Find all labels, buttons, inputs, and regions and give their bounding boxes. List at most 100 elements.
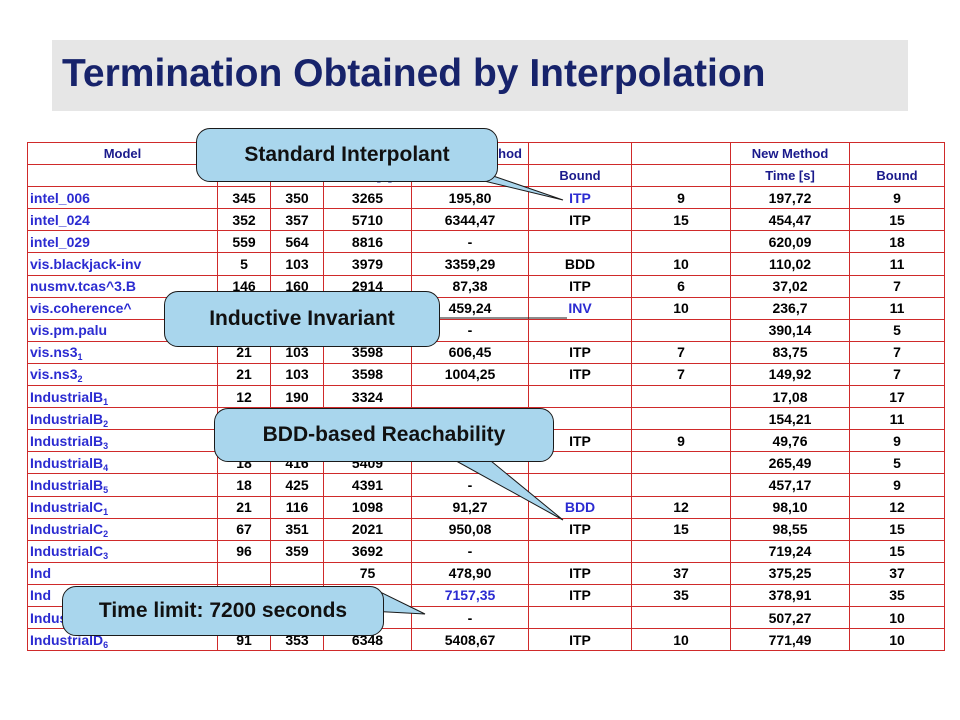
model-subscript: 2 [103,529,109,540]
model-cell: IndustrialB2 [27,407,218,431]
cell-orig-time: 91,27 [411,495,529,519]
cell-c: 3692 [323,539,412,563]
cell-orig-method: ITP [528,340,632,364]
model-cell: IndustrialC2 [27,517,218,541]
callout-inductive-invariant: Inductive Invariant [164,291,440,347]
cell-new-time: 236,7 [730,296,850,320]
cell-a: 67 [217,517,271,541]
model-name: vis.blackjack-inv [30,256,142,273]
cell-orig-time: 950,08 [411,517,529,541]
model-cell: intel_006 [27,186,218,210]
cell-orig-time: 5408,67 [411,628,529,652]
cell-new-time: 98,10 [730,495,850,519]
model-name: Ind [30,587,51,604]
pointer-bdd-reachability [439,451,564,521]
cell-orig-time: 478,90 [411,561,529,585]
cell-orig-method: ITP [528,517,632,541]
cell-orig-method: ITP [528,628,632,652]
header-cell: New Method [730,141,850,166]
cell-orig-time: 7157,35 [411,583,529,607]
page-title: Termination Obtained by Interpolation [62,52,766,95]
model-name: IndustrialC [30,543,104,560]
cell-new-time: 197,72 [730,186,850,210]
cell-new-time: 378,91 [730,583,850,607]
table-row: Ind 75 478,90 ITP 37 375,25 37 [27,561,945,585]
model-cell: IndustrialB1 [27,385,218,409]
model-name: vis.pm.palu [30,322,108,339]
model-name: IndustrialC [30,521,104,538]
cell-b: 359 [270,539,324,563]
model-cell: vis.blackjack-inv [27,252,218,276]
model-name: vis.ns3 [30,366,78,383]
header-cell: Bound [528,164,632,188]
cell-a: 559 [217,230,271,254]
cell-orig-bound: 10 [631,252,731,276]
model-cell: IndustrialC3 [27,539,218,563]
cell-new-bound: 15 [849,517,945,541]
model-subscript: 5 [103,484,109,495]
cell-c: 5710 [323,208,412,232]
title-banner [52,40,908,111]
cell-new-bound: 15 [849,539,945,563]
model-name: IndustrialB [30,410,104,427]
cell-new-bound: 11 [849,296,945,320]
model-name: intel_024 [30,211,90,228]
model-name: IndustrialC [30,499,104,516]
table-row: IndustrialC2 67 351 2021 950,08 ITP 15 98,55 15 [27,517,945,541]
model-cell: intel_029 [27,230,218,254]
cell-orig-time: 3359,29 [411,252,529,276]
cell-b: 103 [270,252,324,276]
cell-orig-time: 6344,47 [411,208,529,232]
header-cell: Bound [849,164,945,188]
cell-c: 1098 [323,495,412,519]
model-subscript: 2 [77,374,83,385]
cell-a: 352 [217,208,271,232]
table-row: IndustrialC3 96 359 3692-719,24 15 [27,539,945,563]
cell-new-time: 98,55 [730,517,850,541]
model-name: intel_006 [30,189,90,206]
table-row: IndustrialC1 21 116 1098 91,27 BDD 12 98,10 12 [27,495,945,519]
cell-orig-bound: 10 [631,628,731,652]
model-name: IndustrialB [30,476,104,493]
cell-b: 190 [270,385,324,409]
model-subscript: 3 [103,440,109,451]
cell-new-time: 771,49 [730,628,850,652]
table-row: IndustrialB5 18 425 4391-457,17 9 [27,473,945,497]
cell-new-bound: 35 [849,583,945,607]
cell-new-time: 265,49 [730,451,850,475]
cell-orig-bound: 35 [631,583,731,607]
model-subscript: 1 [77,352,83,363]
cell-new-time: 110,02 [730,252,850,276]
cell-b: 351 [270,517,324,541]
cell-orig-method: ITP [528,583,632,607]
model-subscript: 2 [103,418,109,429]
model-subscript: 1 [103,396,109,407]
cell-new-time: 37,02 [730,274,850,298]
cell-b: 103 [270,362,324,387]
cell-new-bound: 37 [849,561,945,585]
cell-new-time: 719,24 [730,539,850,563]
cell-new-bound: 12 [849,495,945,519]
cell-new-time: 507,27 [730,605,850,630]
model-name: IndustrialD [30,631,104,648]
table-row: intel_024 352 357 5710 6344,47 ITP 15 454,47 15 [27,208,945,232]
cell-new-time: 375,25 [730,561,850,585]
model-subscript: 4 [103,462,109,473]
cell-orig-bound: 37 [631,561,731,585]
cell-new-bound: 10 [849,628,945,652]
model-name: IndustrialB [30,432,104,449]
callout-time-limit: Time limit: 7200 seconds [62,586,384,636]
callout-bdd-reachability: BDD-based Reachability [214,408,554,462]
model-name: IndustrialB [30,454,104,471]
model-name: vis.coherence^ [30,300,132,317]
model-cell: vis.ns31 [27,340,218,364]
cell-c: 2021 [323,517,412,541]
cell-a: 345 [217,186,271,210]
cell-c: 75 [323,561,412,585]
model-name: intel_029 [30,233,90,250]
cell-a: 18 [217,473,271,497]
model-cell: IndustrialC1 [27,495,218,519]
model-name: IndustrialB [30,388,104,405]
model-subscript: 6 [103,639,109,650]
model-subscript: 3 [103,551,109,562]
